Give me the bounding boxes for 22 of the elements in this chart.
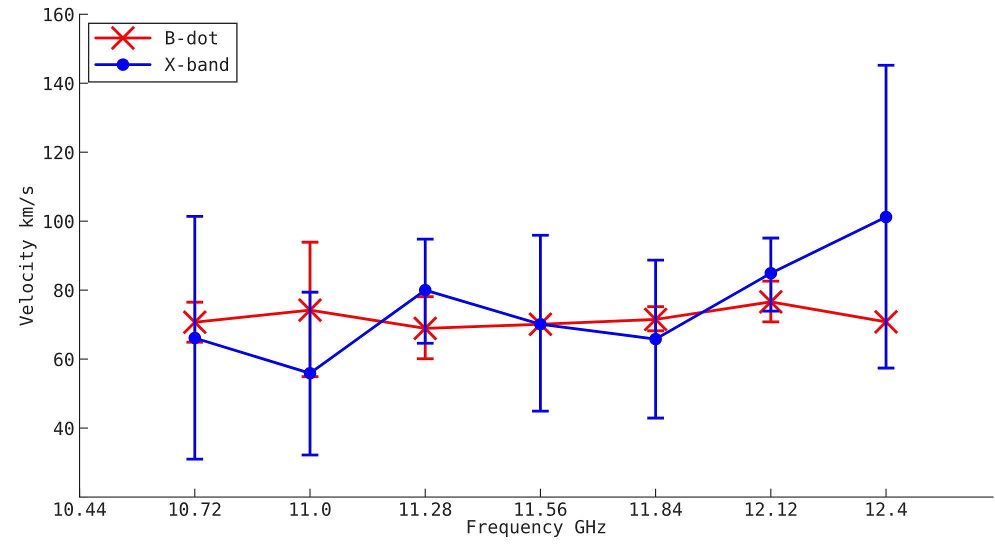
y-tick-label: 120 <box>44 146 74 160</box>
x-tick-label: 11.84 <box>630 502 682 516</box>
x-tick-label: 11.56 <box>515 502 566 516</box>
point <box>758 289 784 314</box>
y-tick-label: 160 <box>44 8 74 22</box>
y-tick-label: 140 <box>44 76 74 90</box>
legend-label: B-dot <box>166 30 218 45</box>
y-axis-title: Velocity km/s <box>19 186 37 326</box>
x-tick-label: 11.0 <box>290 502 331 516</box>
x-tick-label: 12.4 <box>866 502 907 516</box>
x-tick-label: 10.44 <box>54 502 106 516</box>
x-tick-label: 12.12 <box>746 502 796 516</box>
legend-label: X-band <box>164 57 228 72</box>
y-tick-label: 100 <box>44 214 74 228</box>
x-tick-label: 10.72 <box>170 502 220 516</box>
x-axis-title: Frequency GHz <box>468 520 606 538</box>
y-tick-label: 80 <box>54 284 74 298</box>
point <box>412 316 438 341</box>
y-tick-label: 60 <box>54 352 74 366</box>
y-tick-label: 40 <box>54 422 74 436</box>
point <box>182 310 208 335</box>
x-tick-label: 11.28 <box>400 502 452 516</box>
